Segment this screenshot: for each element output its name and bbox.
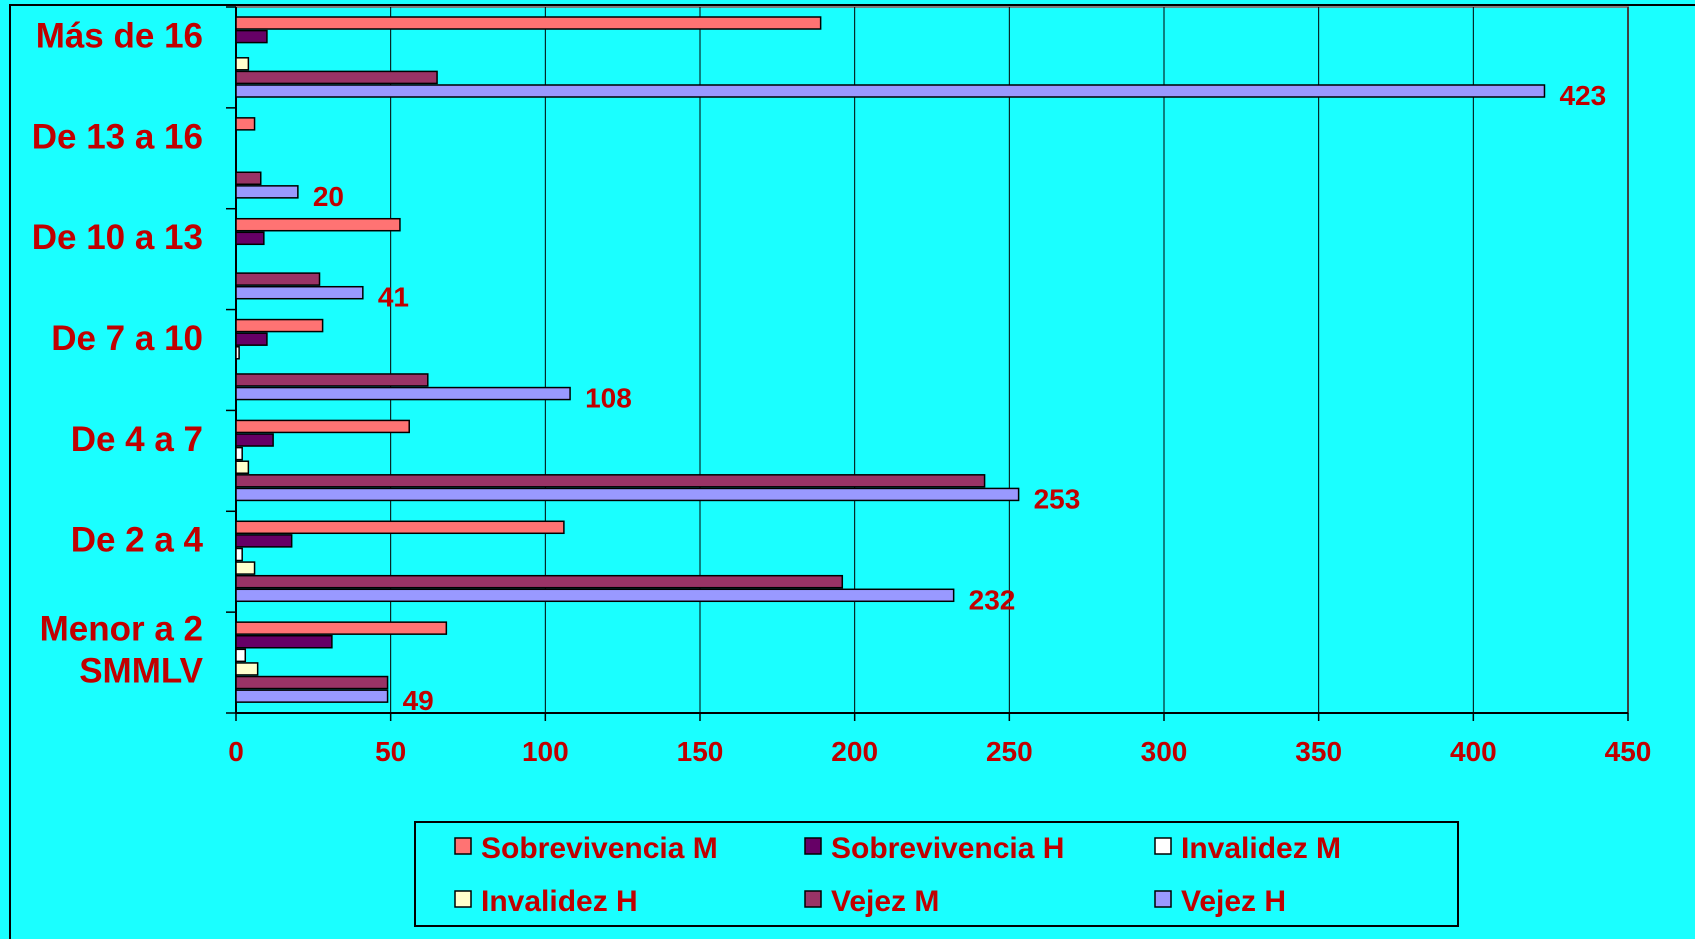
x-tick-label: 450 (1605, 736, 1652, 767)
bar (235, 117, 256, 131)
legend-swatch (1154, 837, 1172, 855)
labels: 0 50 100 150 200 250 300 350 400 450 49 Menor a 2 SM… (32, 16, 1652, 767)
bar (235, 185, 299, 199)
legend-label: Vejez M (831, 885, 939, 918)
bar (235, 487, 1020, 502)
bar (235, 29, 268, 44)
bar (235, 662, 259, 676)
bar (235, 346, 240, 360)
bar (235, 57, 250, 71)
bar (235, 16, 822, 30)
bar (235, 171, 262, 186)
bar (235, 634, 333, 649)
legend-box (414, 821, 1459, 927)
bar (235, 272, 321, 286)
x-tick-label: 200 (831, 736, 878, 767)
axes (235, 7, 1628, 714)
category-label: De 10 a 13 (32, 218, 203, 257)
bar (235, 285, 364, 300)
x-tick-label: 50 (375, 736, 406, 767)
data-label: 423 (1559, 80, 1606, 111)
bar (235, 689, 389, 703)
legend-label: Invalidez M (1181, 832, 1341, 865)
legend-swatch (1154, 890, 1172, 908)
bar (235, 332, 268, 346)
x-tick-label: 300 (1141, 736, 1188, 767)
bar (235, 648, 247, 663)
bar (235, 446, 243, 461)
category-label: De 2 a 4 (71, 521, 204, 560)
bar (235, 373, 429, 387)
bar (235, 675, 389, 690)
bar (235, 433, 274, 447)
legend: Sobrevivencia M Sobrevivencia H Invalidez … (414, 821, 1459, 927)
chart-frame (9, 4, 1695, 939)
data-label: 232 (969, 584, 1016, 615)
bar (235, 419, 410, 434)
bar (235, 318, 324, 333)
gridlines (226, 6, 1629, 721)
bar (235, 621, 448, 635)
data-label: 108 (585, 383, 632, 414)
bar (235, 474, 986, 488)
legend-swatch (454, 837, 472, 855)
x-tick-label: 0 (228, 736, 244, 767)
legend-swatch (804, 837, 822, 855)
bar (235, 588, 955, 603)
legend-label: Vejez H (1181, 885, 1286, 918)
legend-swatch (454, 890, 472, 908)
bar (235, 217, 401, 232)
x-tick-label: 250 (986, 736, 1033, 767)
category-label: De 7 a 10 (51, 319, 203, 358)
bar (235, 561, 256, 575)
x-tick-label: 150 (677, 736, 724, 767)
bar (235, 84, 1546, 98)
legend-label: Invalidez H (481, 885, 638, 918)
legend-swatch (804, 890, 822, 908)
bar (235, 520, 565, 535)
bar (235, 231, 265, 246)
data-label: 41 (378, 282, 409, 313)
bar (235, 547, 243, 562)
data-label: 253 (1034, 483, 1081, 514)
category-label: Más de 16 (36, 16, 203, 55)
plot-area (235, 6, 1629, 714)
legend-label: Sobrevivencia M (481, 832, 718, 865)
bar (235, 534, 293, 548)
bars (235, 16, 1546, 703)
x-tick-label: 400 (1450, 736, 1497, 767)
data-label: 49 (403, 685, 434, 716)
x-tick-label: 100 (522, 736, 569, 767)
category-label: De 4 a 7 (71, 420, 203, 459)
bar (235, 70, 438, 85)
bar (235, 386, 571, 401)
category-label: Menor a 2 SMMLV (40, 610, 204, 691)
legend-label: Sobrevivencia H (831, 832, 1064, 865)
data-label: 20 (313, 181, 344, 212)
x-tick-label: 350 (1295, 736, 1342, 767)
bar (235, 574, 844, 589)
category-label: De 13 a 16 (32, 117, 203, 156)
bar (235, 460, 250, 474)
